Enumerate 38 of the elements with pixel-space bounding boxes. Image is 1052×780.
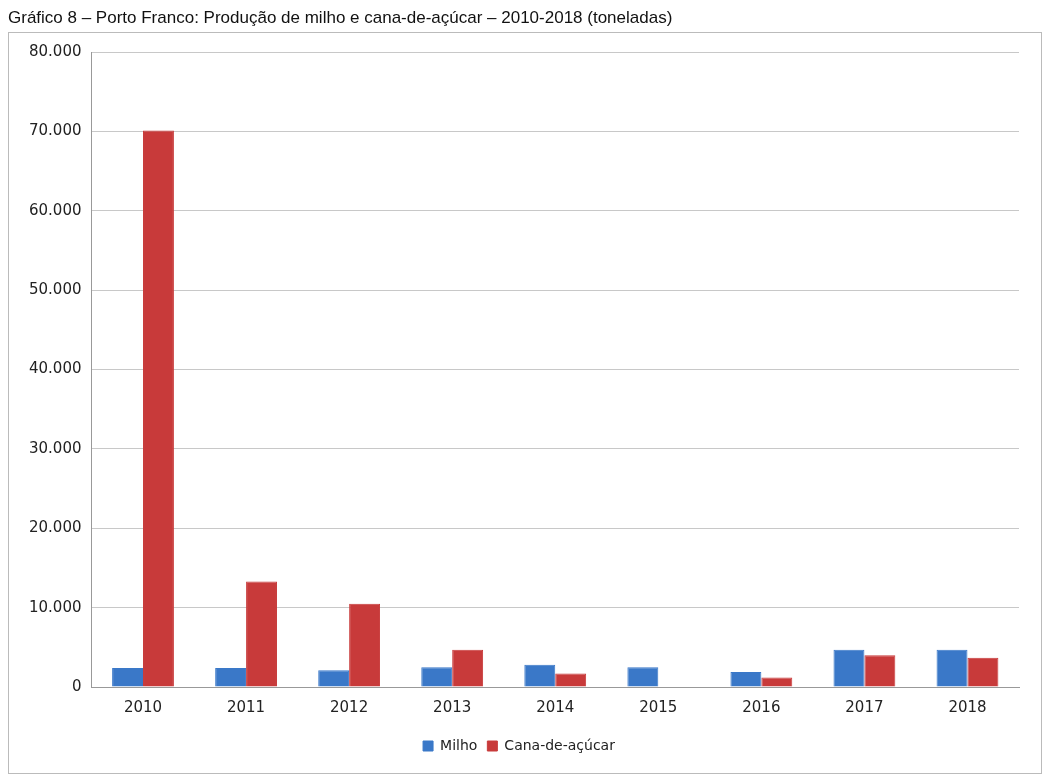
y-tick-label: 60.000 <box>28 200 82 219</box>
x-tick-label: 2011 <box>226 697 266 716</box>
bar <box>833 649 865 687</box>
x-tick-label: 2014 <box>536 697 575 716</box>
bar <box>318 670 350 687</box>
y-tick-label: 70.000 <box>28 121 82 140</box>
bar <box>864 655 896 687</box>
bar <box>349 603 381 687</box>
bar <box>215 667 247 687</box>
x-tick-label: 2015 <box>639 697 678 716</box>
chart-title: Gráfico 8 – Porto Franco: Produção de milho e cana-de-açúcar – 2010-2018 (toneladas) <box>8 8 674 28</box>
bar <box>730 671 762 687</box>
bar <box>143 130 174 687</box>
x-tick-label: 2010 <box>123 697 163 716</box>
x-tick-label: 2016 <box>742 697 781 716</box>
y-tick-label: 50.000 <box>28 280 82 299</box>
bar <box>936 649 968 687</box>
legend-label: Milho <box>440 736 478 753</box>
bar <box>452 649 484 687</box>
x-tick-label: 2018 <box>948 697 987 716</box>
y-tick-label: 10.000 <box>28 597 82 616</box>
bar <box>246 581 277 687</box>
bar <box>627 667 659 687</box>
y-tick-label: 80.000 <box>28 41 82 60</box>
bar <box>524 664 556 687</box>
y-tick-label: 40.000 <box>28 359 82 378</box>
y-tick-label: 0 <box>71 676 82 695</box>
x-tick-label: 2012 <box>330 697 369 716</box>
y-tick-label: 20.000 <box>28 518 82 537</box>
y-tick-label: 30.000 <box>28 438 82 457</box>
bar <box>967 657 999 687</box>
x-tick-label: 2017 <box>845 697 884 716</box>
bar <box>761 677 793 687</box>
bar <box>421 667 453 687</box>
bar <box>555 673 587 687</box>
bar <box>112 667 144 687</box>
legend-label: Cana-de-açúcar <box>504 736 616 753</box>
x-tick-label: 2013 <box>433 697 472 716</box>
